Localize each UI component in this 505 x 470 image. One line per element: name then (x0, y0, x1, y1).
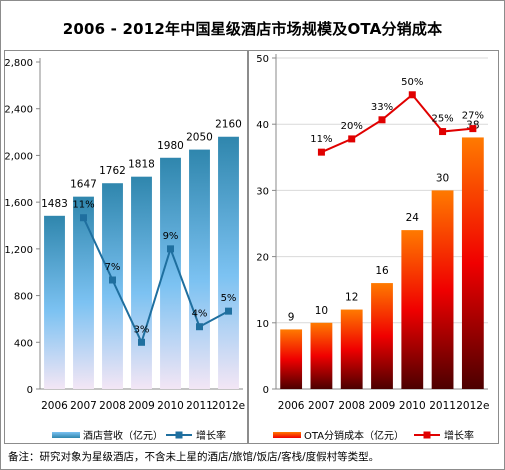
left-bar-value-label: 1818 (128, 159, 155, 171)
left-growth-label: 5% (221, 293, 237, 304)
left-bar-value-label: 1483 (41, 198, 68, 210)
right-bar (401, 230, 424, 389)
left-bar (131, 176, 152, 389)
right-bar (340, 309, 363, 389)
right-y-tick-label: 10 (256, 319, 269, 330)
left-x-tick-label: 2012e (212, 400, 245, 412)
left-bar (102, 183, 123, 389)
right-legend-line-marker (423, 431, 431, 439)
left-bar (218, 136, 239, 389)
right-growth-label: 33% (371, 102, 393, 113)
left-bar-value-label: 1647 (70, 179, 97, 191)
left-bar (189, 149, 210, 389)
right-x-tick-label: 2009 (369, 400, 396, 412)
left-y-tick-label: 1,600 (4, 198, 33, 209)
right-x-tick-label: 2010 (399, 400, 426, 412)
right-growth-marker (469, 125, 477, 133)
left-x-tick-label: 2006 (41, 400, 68, 412)
left-x-tick-label: 2008 (99, 400, 126, 412)
left-bar-value-label: 1980 (157, 140, 184, 152)
left-growth-label: 7% (105, 262, 121, 273)
left-growth-marker (80, 214, 87, 222)
left-y-tick-label: 0 (27, 385, 33, 396)
left-x-tick-label: 2007 (70, 400, 97, 412)
right-growth-label: 11% (310, 134, 332, 145)
right-growth-label: 20% (341, 121, 363, 132)
right-growth-label: 25% (431, 114, 453, 125)
left-y-tick-label: 800 (14, 292, 33, 303)
left-bar-value-label: 2050 (186, 132, 213, 144)
right-bar (461, 137, 484, 389)
right-growth-label: 50% (401, 77, 423, 88)
right-legend-line-label: 增长率 (444, 429, 474, 442)
right-x-tick-label: 2006 (278, 400, 305, 412)
right-bar-value-label: 12 (345, 292, 358, 304)
left-growth-line (82, 217, 229, 346)
right-panel-border (248, 50, 499, 444)
left-y-tick-label: 1,200 (4, 245, 33, 256)
left-growth-label: 11% (72, 200, 94, 211)
right-bar (371, 283, 393, 389)
right-growth-marker (439, 128, 447, 136)
right-bar (310, 322, 333, 389)
right-x-tick-label: 2011 (429, 400, 456, 412)
left-growth-label: 4% (192, 309, 208, 320)
left-bar (160, 157, 181, 389)
right-y-tick-label: 20 (256, 253, 269, 264)
left-bar-value-label: 1762 (99, 165, 126, 177)
right-y-tick-label: 40 (256, 120, 269, 131)
right-growth-marker (348, 135, 356, 143)
right-growth-marker (317, 148, 325, 156)
right-legend-bar-label: OTA分销成本（亿元） (304, 429, 404, 442)
right-x-tick-label: 2008 (338, 400, 365, 412)
right-bar-value-label: 24 (406, 212, 420, 224)
left-growth-label: 9% (163, 231, 179, 242)
right-bar-value-label: 10 (315, 305, 328, 317)
right-x-tick-label: 2007 (308, 400, 335, 412)
footnote: 备注：研究对象为星级酒店，不含未上星的酒店/旅馆/饭店/客栈/度假村等类型。 (8, 451, 380, 463)
left-x-tick-label: 2010 (157, 400, 184, 412)
left-growth-marker (138, 338, 145, 346)
left-bar (44, 215, 65, 389)
left-growth-label: 3% (134, 324, 150, 335)
left-y-tick-label: 2,400 (4, 105, 33, 116)
right-growth-label: 27% (462, 111, 484, 122)
left-legend-bar-swatch (52, 432, 80, 438)
right-bar-value-label: 30 (436, 172, 449, 184)
left-bar-value-label: 2160 (215, 119, 242, 131)
right-y-tick-label: 30 (256, 186, 269, 197)
right-bar-value-label: 9 (288, 311, 295, 323)
right-x-tick-label: 2012e (456, 400, 489, 412)
right-bar-value-label: 16 (375, 265, 389, 277)
left-growth-marker (196, 323, 203, 331)
chart-title: 2006 - 2012年中国星级酒店市场规模及OTA分销成本 (62, 20, 443, 38)
right-bar (431, 190, 454, 389)
left-y-tick-label: 2,000 (4, 151, 33, 162)
left-legend-bar-label: 酒店营收（亿元） (83, 429, 163, 442)
right-growth-marker (408, 91, 416, 99)
right-bar (280, 329, 303, 389)
right-y-tick-label: 0 (263, 385, 269, 396)
right-growth-line (321, 93, 473, 154)
left-growth-marker (167, 245, 174, 253)
left-bar (73, 196, 94, 389)
left-growth-marker (109, 276, 116, 284)
left-y-tick-label: 2,800 (4, 58, 33, 69)
right-y-tick-label: 50 (256, 54, 269, 65)
left-x-tick-label: 2009 (128, 400, 155, 412)
right-growth-marker (378, 116, 386, 124)
left-y-tick-label: 400 (14, 338, 33, 349)
left-panel-border (4, 50, 248, 444)
left-growth-marker (225, 307, 232, 315)
left-legend-line-marker (175, 431, 183, 439)
left-x-tick-label: 2011 (186, 400, 213, 412)
left-legend-line-label: 增长率 (196, 429, 226, 442)
right-legend-bar-swatch (273, 432, 301, 438)
